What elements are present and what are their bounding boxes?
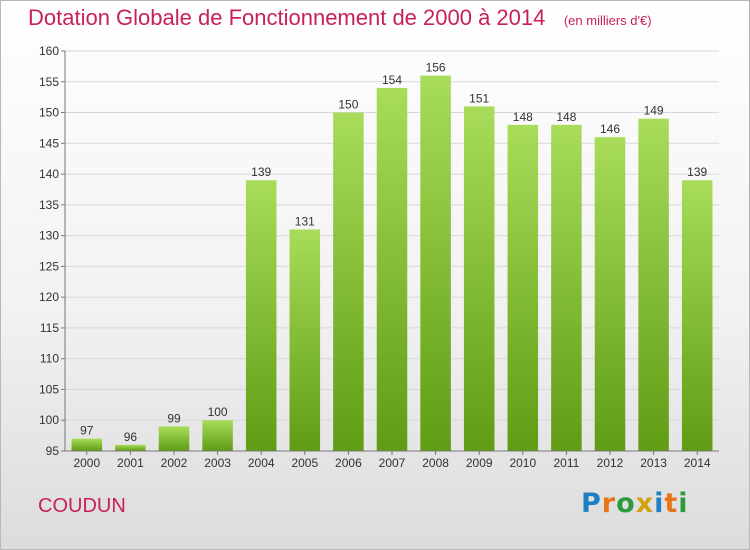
- bar-layer: 97 96 99 100 139 131 150 154 156 151 148 148 146 149 1…: [71, 61, 713, 452]
- y-tick-label: 120: [39, 290, 59, 304]
- y-tick-label: 110: [40, 352, 59, 366]
- bar: [202, 420, 233, 451]
- data-label: 97: [80, 424, 94, 438]
- data-label: 148: [513, 110, 533, 124]
- chart-title: Dotation Globale de Fonctionnement de 20…: [28, 5, 546, 30]
- bar: [681, 180, 713, 451]
- axis-layer: 95 100 105 110 115 120 125 130 135 140 145 150 155 16…: [39, 44, 719, 470]
- proxiti-logo[interactable]: Proxiti: [581, 488, 689, 519]
- y-tick-label: 140: [39, 167, 59, 181]
- logo-letter: t: [664, 488, 679, 519]
- y-tick-label: 130: [39, 229, 59, 243]
- bar: [245, 180, 277, 451]
- bar: [376, 87, 408, 451]
- y-tick-label: 100: [39, 413, 59, 427]
- bar: [551, 124, 582, 451]
- data-label: 149: [644, 104, 664, 118]
- x-tick-label: 2004: [248, 456, 275, 470]
- data-label: 151: [469, 91, 489, 105]
- x-tick-label: 2014: [684, 456, 711, 470]
- logo-letter: x: [635, 488, 655, 519]
- y-tick-label: 125: [39, 259, 59, 273]
- logo-letter: i: [654, 488, 665, 519]
- y-tick-label: 160: [39, 44, 59, 58]
- logo-letter: P: [581, 488, 602, 519]
- x-tick-label: 2007: [379, 456, 406, 470]
- y-tick-label: 155: [39, 75, 59, 89]
- data-label: 100: [208, 405, 228, 419]
- y-tick-label: 95: [46, 444, 60, 458]
- data-label: 146: [600, 122, 620, 136]
- x-tick-label: 2013: [640, 456, 667, 470]
- x-tick-label: 2010: [509, 456, 536, 470]
- bar: [638, 118, 669, 451]
- y-tick-label: 115: [40, 321, 59, 335]
- bar: [594, 137, 626, 451]
- data-label: 156: [426, 61, 446, 75]
- y-tick-label: 105: [39, 382, 59, 396]
- data-label: 139: [687, 165, 707, 179]
- logo-letter: i: [678, 488, 689, 519]
- data-label: 99: [167, 411, 181, 425]
- data-label: 131: [295, 214, 315, 228]
- data-label: 96: [124, 430, 138, 444]
- y-tick-label: 135: [39, 198, 59, 212]
- bar: [115, 444, 146, 451]
- title-row: Dotation Globale de Fonctionnement de 20…: [28, 5, 652, 31]
- bar: [158, 426, 190, 451]
- data-label: 150: [338, 98, 358, 112]
- x-tick-label: 2011: [553, 456, 579, 470]
- data-label: 139: [251, 165, 271, 179]
- x-tick-label: 2000: [73, 456, 100, 470]
- bar: [463, 106, 495, 451]
- x-tick-label: 2008: [422, 456, 449, 470]
- bar: [507, 124, 539, 451]
- x-tick-label: 2001: [117, 456, 144, 470]
- data-label: 148: [556, 110, 576, 124]
- x-tick-label: 2012: [597, 456, 624, 470]
- x-tick-label: 2005: [291, 456, 318, 470]
- bar: [71, 438, 103, 451]
- y-tick-label: 150: [39, 106, 59, 120]
- bar: [420, 75, 451, 451]
- chart-subtitle: (en milliers d'€): [563, 13, 652, 28]
- x-tick-label: 2006: [335, 456, 362, 470]
- data-label: 154: [382, 73, 402, 87]
- logo-letter: r: [601, 488, 617, 519]
- x-tick-label: 2002: [161, 456, 188, 470]
- bar: [289, 229, 321, 451]
- commune-name: COUDUN: [38, 495, 126, 517]
- x-tick-label: 2009: [466, 456, 493, 470]
- logo-letter: o: [616, 488, 636, 519]
- y-tick-label: 145: [39, 136, 59, 150]
- bar: [333, 112, 364, 452]
- x-tick-label: 2003: [204, 456, 231, 470]
